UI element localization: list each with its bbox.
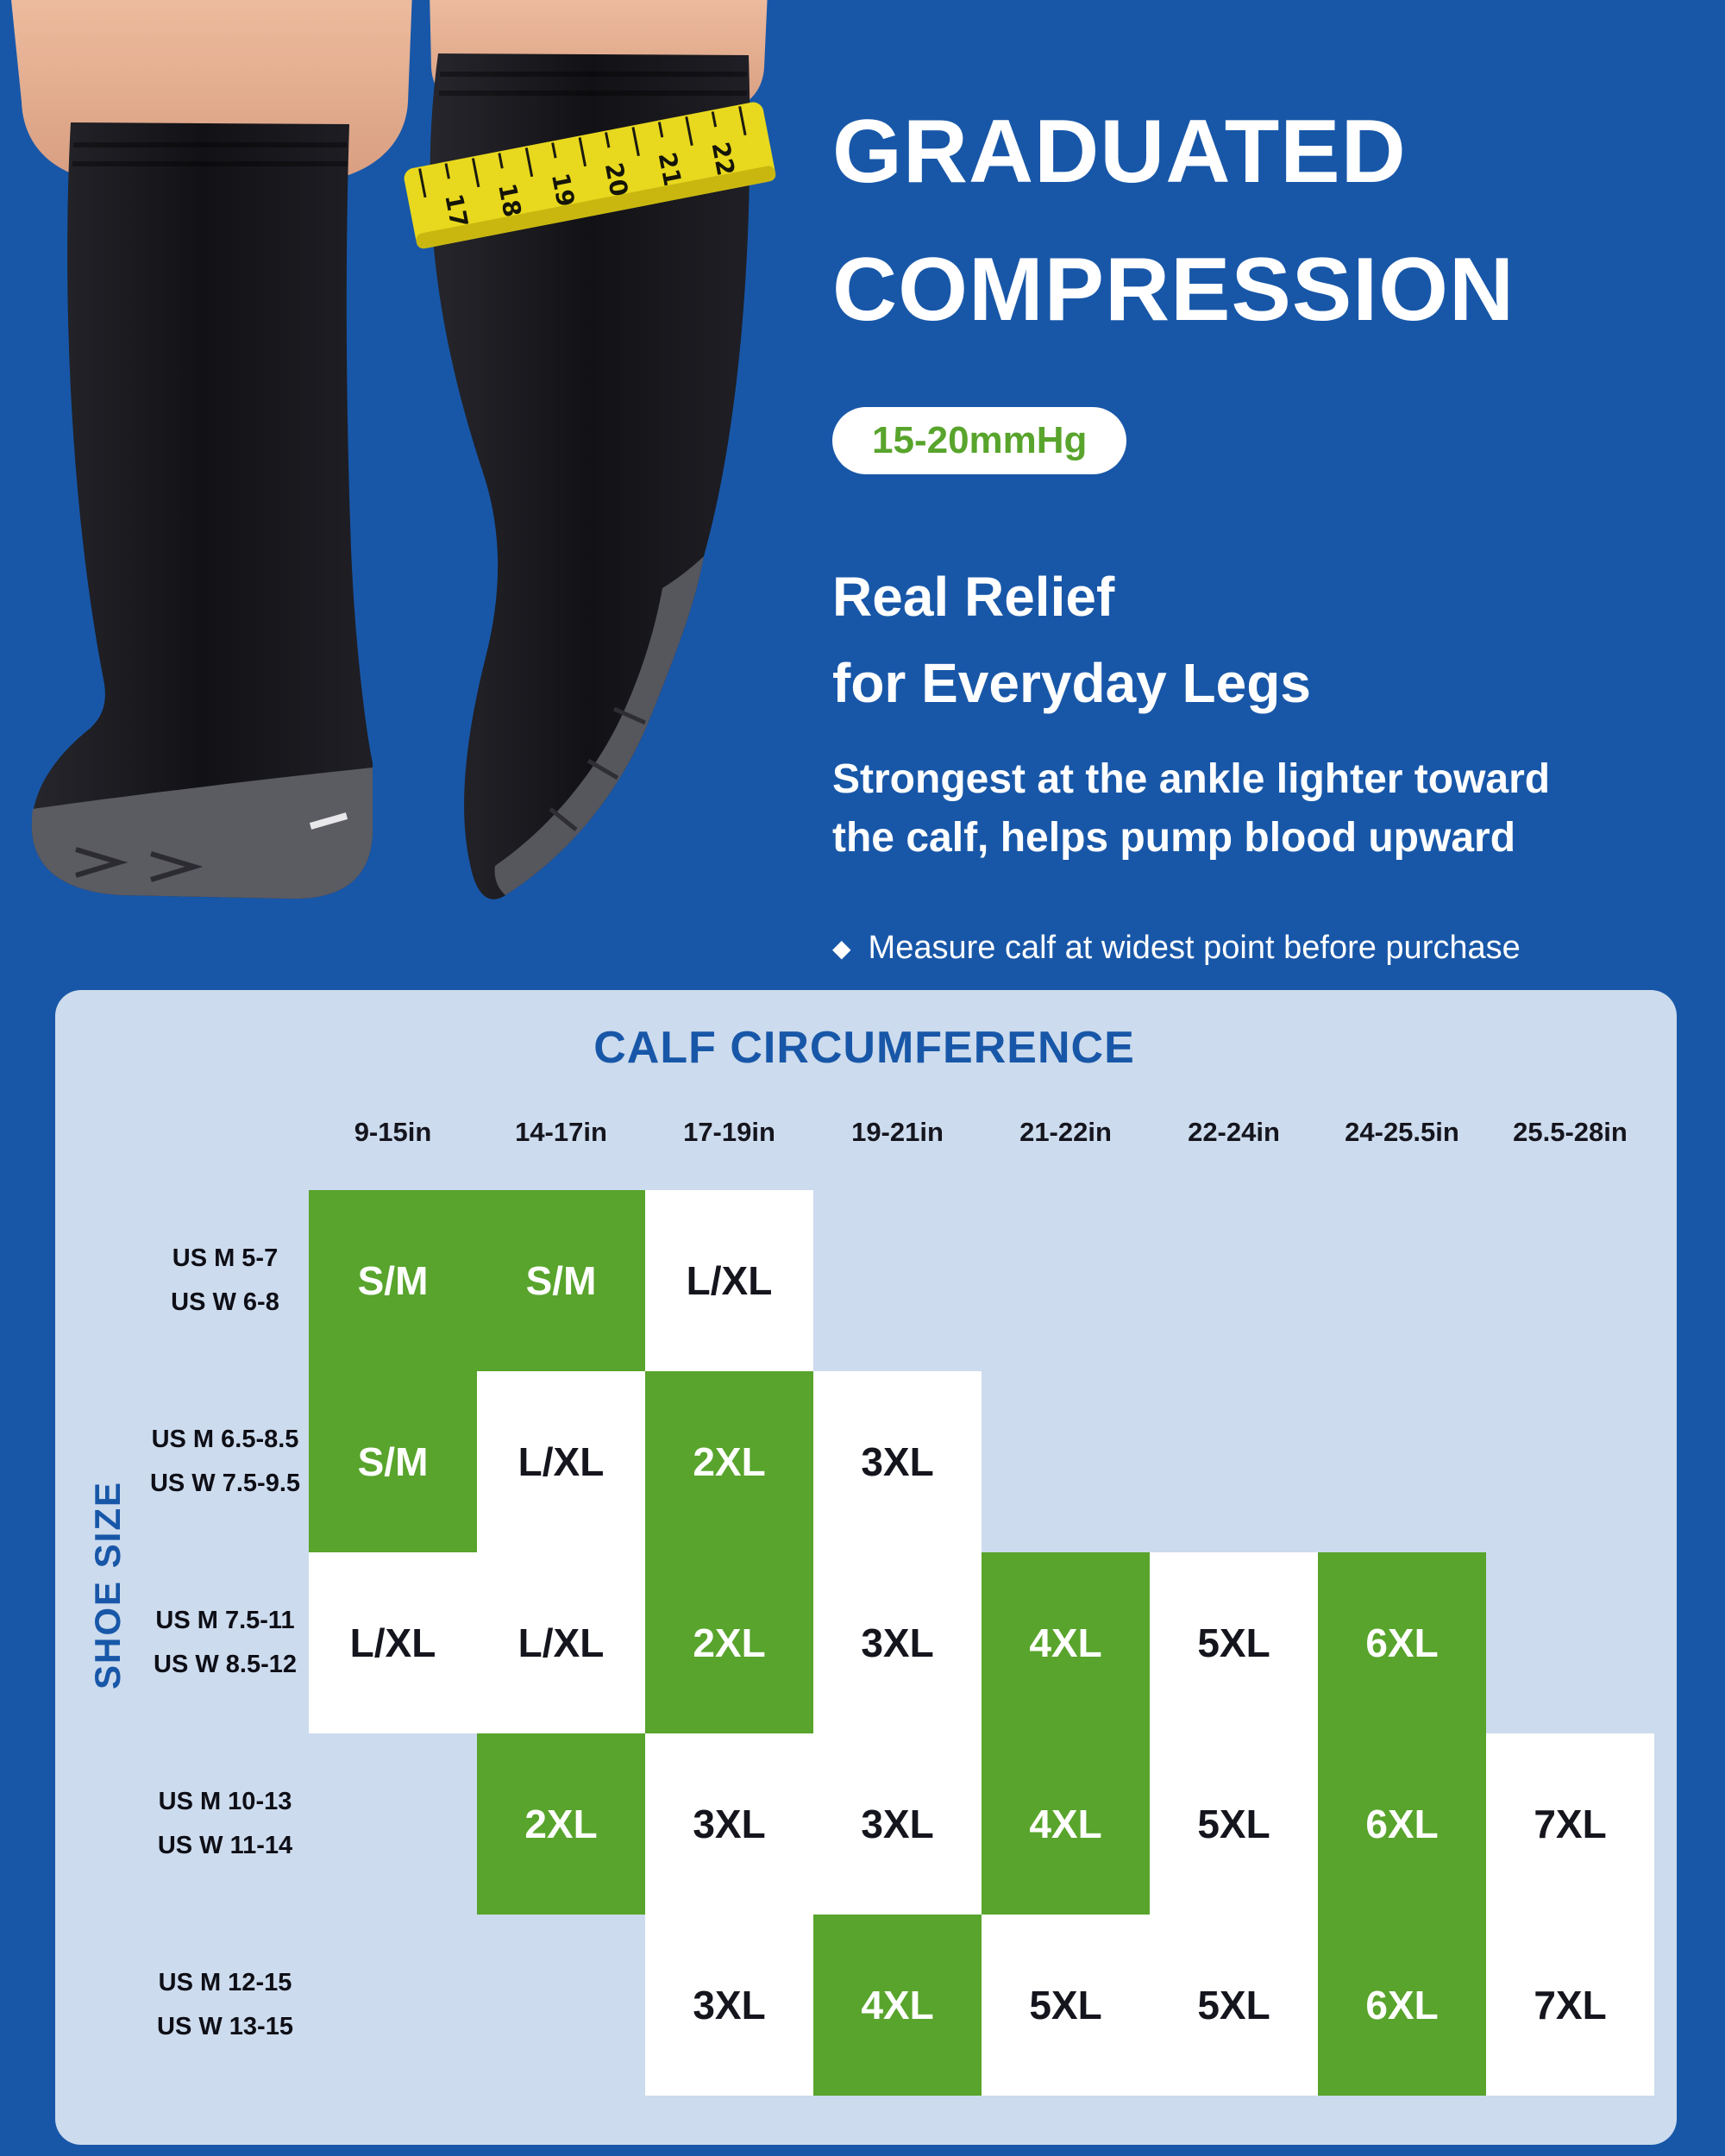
diamond-bullet-icon: ◆ bbox=[832, 934, 851, 962]
size-cell: 4XL bbox=[982, 1552, 1150, 1733]
tape-number: 17 bbox=[439, 191, 474, 230]
size-cell: 3XL bbox=[645, 1733, 813, 1915]
headline: GRADUATED COMPRESSION bbox=[832, 83, 1695, 359]
shoe-size-label-line: US W 13-15 bbox=[157, 2013, 293, 2040]
tape-number: 18 bbox=[492, 181, 527, 220]
size-cell: 2XL bbox=[645, 1552, 813, 1733]
size-chart-grid: 9-15in 14-17in 17-19in 19-21in 21-22in 22-24i… bbox=[141, 1075, 1654, 2096]
shoe-size-label-line: US W 6-8 bbox=[171, 1288, 279, 1316]
column-header: 21-22in bbox=[1019, 1117, 1112, 1147]
column-header: 25.5-28in bbox=[1513, 1117, 1628, 1147]
size-cell: 5XL bbox=[1150, 1915, 1318, 2096]
size-cell: 7XL bbox=[1486, 1915, 1654, 2096]
size-cell: 6XL bbox=[1318, 1733, 1486, 1915]
size-chart-body: SHOE SIZE 9-15in 14-17in 17-19in 19-21in 21-… bbox=[74, 1075, 1654, 2096]
shoe-size-label-line: US W 7.5-9.5 bbox=[149, 1470, 301, 1497]
size-cell: 3XL bbox=[813, 1552, 982, 1733]
tape-number: 22 bbox=[706, 140, 740, 179]
subheadline: Real Relief for Everyday Legs bbox=[832, 554, 1695, 726]
shoe-size-label-line: US W 8.5-12 bbox=[154, 1651, 297, 1678]
size-cell: 3XL bbox=[813, 1733, 982, 1915]
size-cell-empty bbox=[1150, 1190, 1318, 1371]
column-header: 24-25.5in bbox=[1345, 1117, 1459, 1147]
size-cell: 3XL bbox=[813, 1371, 982, 1552]
row-label: US M 12-15 US W 13-15 bbox=[141, 1915, 309, 2096]
size-cell: 6XL bbox=[1318, 1552, 1486, 1733]
row-label: US M 5-7 US W 6-8 bbox=[141, 1190, 309, 1371]
shoe-size-axis-label: SHOE SIZE bbox=[87, 1480, 128, 1690]
size-cell-empty bbox=[1486, 1371, 1654, 1552]
headline-line-1: GRADUATED bbox=[832, 102, 1407, 202]
size-cell: 2XL bbox=[477, 1733, 645, 1915]
left-leg bbox=[11, 0, 412, 899]
size-cell: 4XL bbox=[982, 1733, 1150, 1915]
size-cell: 4XL bbox=[813, 1915, 982, 2096]
size-cell: 2XL bbox=[645, 1371, 813, 1552]
size-cell: 5XL bbox=[1150, 1552, 1318, 1733]
size-cell-empty bbox=[982, 1371, 1150, 1552]
measure-note: ◆ Measure calf at widest point before pu… bbox=[832, 930, 1695, 967]
column-header: 14-17in bbox=[515, 1117, 607, 1147]
tape-measure: 17 18 19 20 21 22 bbox=[404, 102, 776, 249]
size-cell: 5XL bbox=[982, 1915, 1150, 2096]
description: Strongest at the ankle lighter toward th… bbox=[832, 750, 1695, 868]
shoe-size-label-line: US M 7.5-11 bbox=[155, 1607, 295, 1634]
shoe-size-axis: SHOE SIZE bbox=[74, 1075, 141, 2096]
right-leg bbox=[430, 0, 768, 899]
size-cell-empty bbox=[982, 1190, 1150, 1371]
size-cell-empty bbox=[813, 1190, 982, 1371]
subheadline-line-1: Real Relief bbox=[832, 566, 1115, 628]
column-header: 22-24in bbox=[1188, 1117, 1280, 1147]
row-label: US M 10-13 US W 11-14 bbox=[141, 1733, 309, 1915]
size-cell: S/M bbox=[477, 1190, 645, 1371]
size-cell: 7XL bbox=[1486, 1733, 1654, 1915]
size-cell-empty bbox=[1318, 1190, 1486, 1371]
size-cell: L/XL bbox=[477, 1371, 645, 1552]
tape-number: 19 bbox=[546, 171, 580, 210]
size-cell-empty bbox=[1486, 1552, 1654, 1733]
column-header: 19-21in bbox=[851, 1117, 944, 1147]
product-photo-compression-socks: 17 18 19 20 21 22 bbox=[11, 0, 776, 899]
column-header: 17-19in bbox=[683, 1117, 775, 1147]
measure-note-text: Measure calf at widest point before purc… bbox=[868, 930, 1521, 966]
row-label: US M 6.5-8.5 US W 7.5-9.5 bbox=[141, 1371, 309, 1552]
size-chart-title: CALF CIRCUMFERENCE bbox=[593, 1023, 1135, 1073]
shoe-size-label-line: US M 5-7 bbox=[172, 1244, 279, 1272]
size-cell: 6XL bbox=[1318, 1915, 1486, 2096]
description-line-1: Strongest at the ankle lighter toward bbox=[832, 756, 1551, 802]
pressure-badge: 15-20mmHg bbox=[832, 407, 1127, 474]
size-cell: 5XL bbox=[1150, 1733, 1318, 1915]
subheadline-line-2: for Everyday Legs bbox=[832, 652, 1311, 714]
size-cell-empty bbox=[309, 1915, 477, 2096]
headline-line-2: COMPRESSION bbox=[832, 240, 1515, 340]
grid-corner-spacer bbox=[141, 1075, 309, 1190]
size-cell: 3XL bbox=[645, 1915, 813, 2096]
row-label: US M 7.5-11 US W 8.5-12 bbox=[141, 1552, 309, 1733]
shoe-size-label-line: US M 10-13 bbox=[158, 1788, 292, 1815]
size-cell-empty bbox=[1486, 1190, 1654, 1371]
size-cell: L/XL bbox=[477, 1552, 645, 1733]
size-cell: S/M bbox=[309, 1371, 477, 1552]
description-line-2: the calf, helps pump blood upward bbox=[832, 815, 1516, 861]
column-header: 9-15in bbox=[354, 1117, 432, 1147]
shoe-size-label-line: US M 12-15 bbox=[158, 1969, 292, 1996]
size-cell-empty bbox=[309, 1733, 477, 1915]
tape-number: 20 bbox=[599, 160, 634, 199]
size-cell: L/XL bbox=[645, 1190, 813, 1371]
size-cell: S/M bbox=[309, 1190, 477, 1371]
size-chart-card: CALF CIRCUMFERENCE SHOE SIZE 9-15in 14-17… bbox=[55, 990, 1677, 2145]
size-cell-empty bbox=[1150, 1371, 1318, 1552]
size-cell-empty bbox=[477, 1915, 645, 2096]
tape-number: 21 bbox=[653, 150, 687, 189]
size-cell: L/XL bbox=[309, 1552, 477, 1733]
shoe-size-label-line: US M 6.5-8.5 bbox=[151, 1426, 299, 1453]
shoe-size-label-line: US W 11-14 bbox=[157, 1832, 293, 1859]
size-cell-empty bbox=[1318, 1371, 1486, 1552]
